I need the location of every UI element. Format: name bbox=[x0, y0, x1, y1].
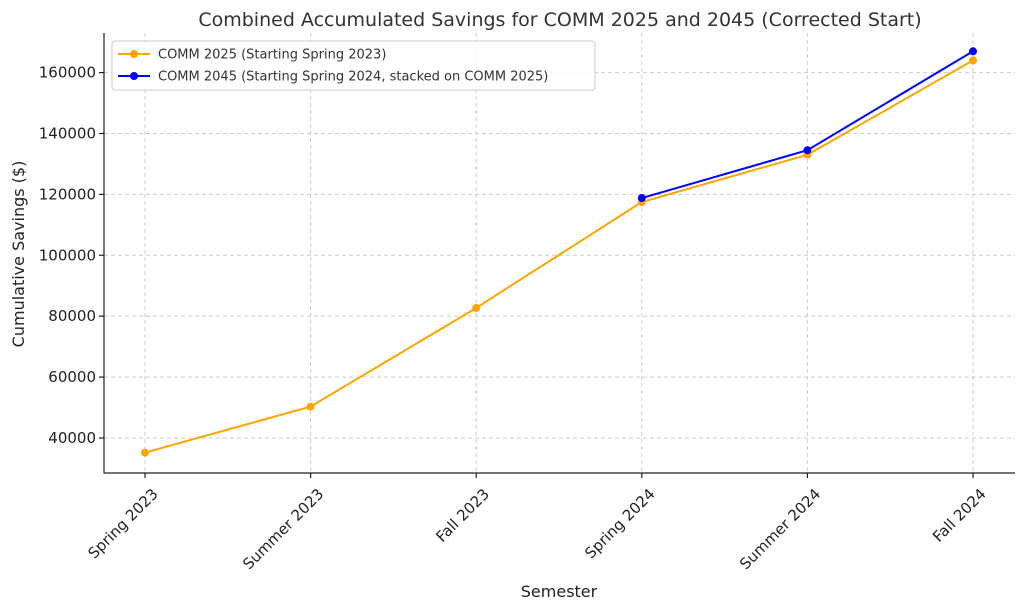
x-tick-label: Fall 2024 bbox=[929, 485, 990, 546]
y-axis-label: Cumulative Savings ($) bbox=[9, 161, 28, 348]
legend: COMM 2025 (Starting Spring 2023) COMM 204… bbox=[111, 40, 596, 91]
y-tick-label: 120000 bbox=[39, 185, 96, 203]
series-line bbox=[144, 59, 974, 454]
y-tick-label: 80000 bbox=[48, 307, 96, 325]
legend-marker bbox=[130, 50, 138, 58]
series-layer bbox=[141, 47, 977, 457]
data-point bbox=[637, 194, 646, 203]
chart-title: Combined Accumulated Savings for COMM 20… bbox=[198, 9, 921, 31]
x-tick-label: Fall 2023 bbox=[432, 485, 493, 546]
series-1 bbox=[141, 56, 977, 457]
data-point bbox=[969, 56, 977, 65]
axis-spine bbox=[103, 33, 1015, 474]
y-tick-label: 40000 bbox=[48, 429, 96, 447]
data-point bbox=[969, 47, 977, 56]
y-tick-label: 100000 bbox=[39, 246, 96, 264]
x-tick-label: Summer 2023 bbox=[239, 485, 327, 573]
legend-label: COMM 2045 (Starting Spring 2024, stacked… bbox=[158, 70, 548, 85]
data-point bbox=[306, 402, 315, 411]
x-axis-label: Semester bbox=[521, 582, 598, 601]
legend-marker bbox=[130, 72, 138, 80]
x-tick-label: Summer 2024 bbox=[736, 485, 824, 573]
series-2 bbox=[637, 47, 977, 203]
data-point bbox=[141, 448, 149, 457]
legend-label: COMM 2025 (Starting Spring 2023) bbox=[158, 48, 386, 63]
grid bbox=[104, 33, 1015, 473]
x-tick-label: Spring 2023 bbox=[84, 485, 161, 562]
y-tick-label: 160000 bbox=[39, 64, 96, 82]
y-tick-label: 140000 bbox=[39, 124, 96, 142]
data-point bbox=[803, 146, 812, 155]
x-tick-label: Spring 2024 bbox=[581, 485, 658, 562]
data-point bbox=[472, 303, 481, 312]
y-tick-label: 60000 bbox=[48, 368, 96, 386]
legend-box bbox=[111, 40, 596, 91]
